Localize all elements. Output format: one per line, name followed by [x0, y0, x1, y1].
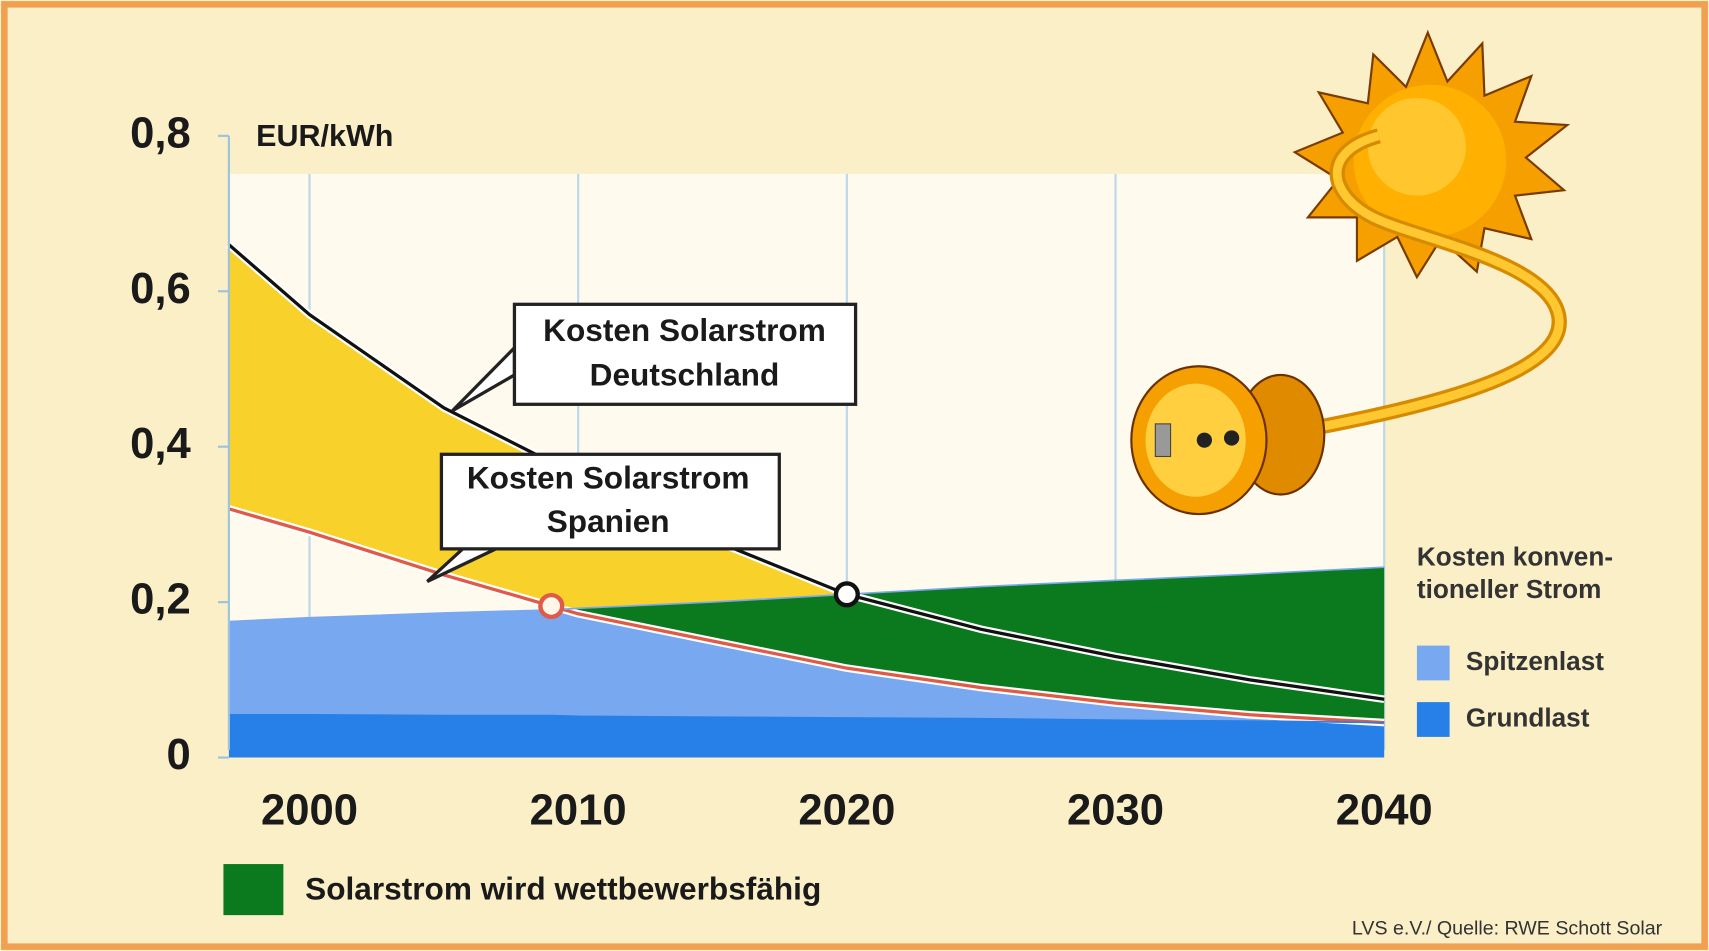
marker [833, 581, 860, 608]
annotation-text: Deutschland [590, 357, 780, 393]
legend-swatch [223, 864, 284, 916]
y-tick-label: 0,8 [130, 109, 191, 157]
marker [538, 592, 565, 620]
cost-line [228, 507, 1385, 725]
legend-title: Kosten konven- [1417, 542, 1613, 572]
callout-deutschland: Kosten Solarstrom Deutschland [451, 302, 858, 413]
y-axis-label: EUR/kWh [256, 119, 393, 153]
annotation-text: Kosten Solarstrom [543, 312, 826, 348]
callout-spanien: Kosten Solarstrom Spanien [426, 452, 781, 583]
legend-swatch [1416, 645, 1450, 681]
y-tick-label: 0 [166, 731, 190, 779]
x-tick-label: 2000 [261, 787, 358, 835]
x-tick-label: 2010 [530, 787, 627, 835]
y-tick-label: 0,2 [130, 576, 191, 624]
area-competitive [228, 567, 1385, 723]
area-spitzenlast [228, 609, 1385, 723]
source: LVS e.V./ Quelle: RWE Schott Solar [1352, 917, 1663, 939]
x-tick-label: 2040 [1336, 787, 1433, 835]
x-tick-label: 2030 [1067, 787, 1164, 835]
legend-label: Grundlast [1466, 702, 1590, 732]
x-tick-label: 2020 [798, 787, 895, 835]
legend-label: Spitzenlast [1466, 646, 1604, 676]
y-tick-label: 0,6 [130, 265, 191, 313]
legend-label: Solarstrom wird wettbewerbsfähig [305, 871, 821, 907]
y-tick-label: 0,4 [130, 420, 191, 468]
annotation-text: Kosten Solarstrom [467, 460, 750, 496]
plug-illustration [1130, 128, 1567, 516]
area-grundlast [228, 714, 1385, 758]
edge-line [228, 713, 1385, 724]
annotation-text: Spanien [547, 503, 670, 539]
legend-swatch [1416, 702, 1450, 737]
edge-line [228, 566, 1385, 623]
legend-title: tioneller Strom [1417, 574, 1602, 604]
